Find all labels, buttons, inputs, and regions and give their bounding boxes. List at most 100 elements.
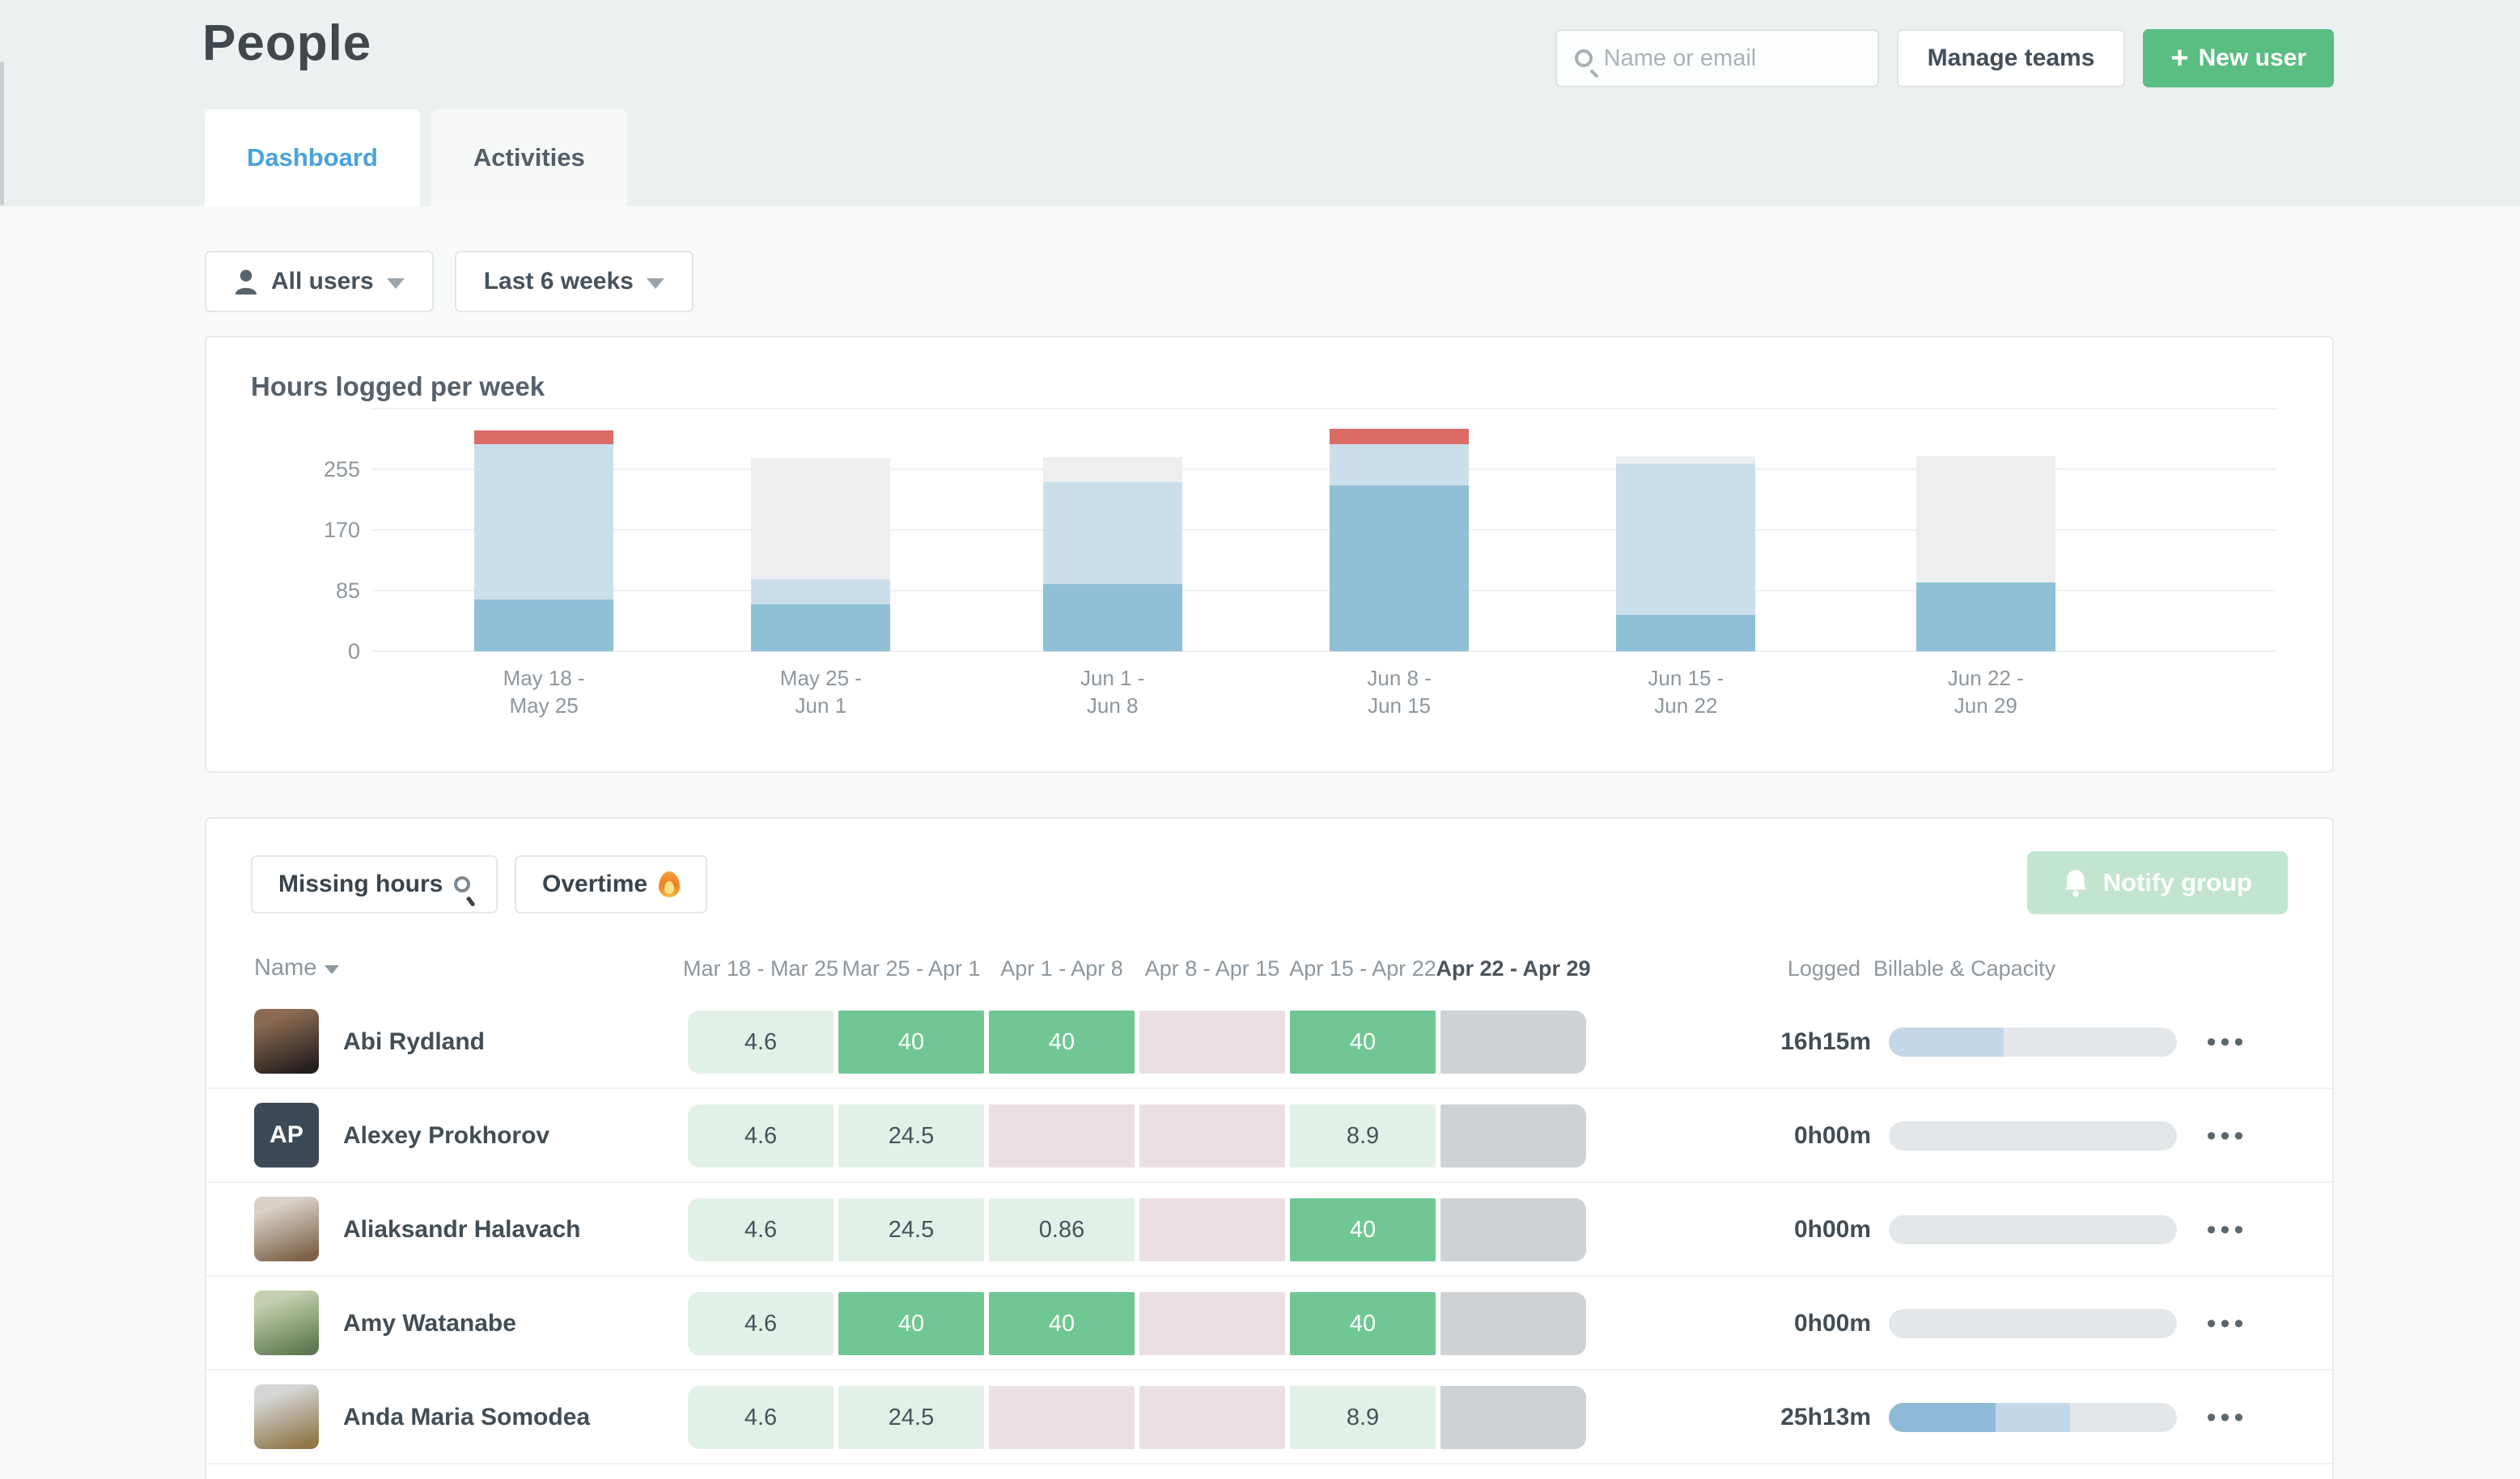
hours-cell[interactable]: 40 <box>838 1292 984 1355</box>
hours-cell[interactable]: 40 <box>989 1292 1135 1355</box>
tab-activities[interactable]: Activities <box>431 109 627 206</box>
chart-bar[interactable] <box>751 457 891 651</box>
column-header-week[interactable]: Apr 22 - Apr 29 <box>1436 956 1591 981</box>
hours-cell[interactable] <box>989 1386 1135 1449</box>
page-header: People Manage teams + New user Dashboard… <box>0 0 2520 206</box>
avatar[interactable] <box>254 1009 319 1074</box>
search-icon <box>1574 49 1593 67</box>
row-menu-button[interactable]: ••• <box>2206 1214 2248 1245</box>
column-header-week[interactable]: Apr 15 - Apr 22 <box>1289 956 1436 981</box>
billable-capacity-bar <box>1889 1215 2177 1244</box>
avatar[interactable] <box>254 1290 319 1355</box>
chart-bar[interactable] <box>474 430 614 651</box>
billable-capacity-bar <box>1889 1403 2177 1432</box>
chart-gridline <box>372 468 2276 470</box>
chart-bar[interactable] <box>1042 457 1182 651</box>
person-name[interactable]: Abi Rydland <box>343 1028 486 1055</box>
hours-cell[interactable]: 40 <box>1290 1292 1436 1355</box>
hours-cell[interactable]: 24.5 <box>838 1104 984 1168</box>
person-name[interactable]: Anda Maria Somodea <box>343 1404 591 1430</box>
new-user-button[interactable]: + New user <box>2143 29 2334 87</box>
missing-hours-button[interactable]: Missing hours <box>251 855 498 913</box>
table-row: Aliaksandr Halavach 4.6 24.5 0.86 40 0h00m ••• <box>206 1183 2332 1277</box>
header-actions: Manage teams + New user <box>1555 29 2334 87</box>
chart-bar-segment-hours-logged <box>1616 615 1756 651</box>
users-filter-label: All users <box>271 268 374 295</box>
hours-cell[interactable]: 4.6 <box>688 1386 834 1449</box>
notify-group-button[interactable]: Notify group <box>2026 851 2288 914</box>
notify-group-label: Notify group <box>2102 868 2252 896</box>
x-axis-label: May 18 - May 25 <box>503 666 585 718</box>
row-menu-button[interactable]: ••• <box>2206 1120 2248 1151</box>
chart-bar-segment-hours-logged <box>1330 485 1470 651</box>
column-header-week[interactable]: Apr 1 - Apr 8 <box>1000 956 1123 981</box>
row-menu-button[interactable]: ••• <box>2206 1026 2248 1057</box>
person-name[interactable]: Aliaksandr Halavach <box>343 1216 581 1243</box>
date-range-dropdown[interactable]: Last 6 weeks <box>454 251 694 312</box>
table-row: Anda Maria Somodea 4.6 24.5 8.9 25h13m ••• <box>206 1371 2332 1464</box>
x-axis-label: Jun 15 - Jun 22 <box>1648 666 1725 718</box>
avatar[interactable] <box>254 1384 319 1449</box>
chart-bar-segment-capacity-remaining <box>1042 457 1182 482</box>
scrollbar-fragment[interactable] <box>0 61 4 206</box>
avatar[interactable] <box>254 1197 319 1261</box>
chart-bar[interactable] <box>1915 456 2055 651</box>
manage-teams-button[interactable]: Manage teams <box>1896 29 2126 87</box>
hours-cell[interactable] <box>989 1104 1135 1168</box>
hours-cell[interactable] <box>1440 1198 1586 1261</box>
person-name[interactable]: Alexey Prokhorov <box>343 1122 550 1149</box>
chevron-down-icon <box>646 278 664 289</box>
search-box[interactable] <box>1555 29 1879 87</box>
row-menu-button[interactable]: ••• <box>2206 1401 2248 1433</box>
hours-cell[interactable] <box>1440 1011 1586 1074</box>
column-header-week[interactable]: Apr 8 - Apr 15 <box>1144 956 1280 981</box>
user-icon <box>235 269 257 295</box>
hours-cell[interactable] <box>1440 1292 1586 1355</box>
hours-cell[interactable]: 4.6 <box>688 1011 834 1074</box>
hours-cell[interactable] <box>1440 1104 1586 1168</box>
hours-cell[interactable]: 0.86 <box>989 1198 1135 1261</box>
chart-bar[interactable] <box>1616 456 1756 651</box>
hours-cell[interactable]: 24.5 <box>838 1198 984 1261</box>
tab-dashboard[interactable]: Dashboard <box>205 109 420 206</box>
search-input[interactable] <box>1603 44 1860 72</box>
chart-bar[interactable] <box>1330 428 1470 651</box>
hours-cell[interactable] <box>1139 1198 1285 1261</box>
hours-cell[interactable]: 4.6 <box>688 1104 834 1168</box>
y-axis-tick-label: 0 <box>347 639 360 663</box>
billable-capacity-bar <box>1889 1309 2177 1338</box>
hours-cell[interactable]: 4.6 <box>688 1198 834 1261</box>
person-name[interactable]: Amy Watanabe <box>343 1310 516 1337</box>
new-user-label: New user <box>2198 44 2306 71</box>
column-header-week[interactable]: Mar 18 - Mar 25 <box>682 956 839 981</box>
hours-cell[interactable]: 40 <box>1290 1011 1436 1074</box>
page-title: People <box>202 15 372 71</box>
hours-cell[interactable] <box>1440 1386 1586 1449</box>
hours-cell[interactable]: 24.5 <box>838 1386 984 1449</box>
x-axis-label: Jun 1 - Jun 8 <box>1080 666 1145 718</box>
column-header-week[interactable]: Mar 25 - Apr 1 <box>842 956 981 981</box>
avatar[interactable]: AP <box>254 1103 319 1168</box>
hours-cell[interactable]: 8.9 <box>1290 1386 1436 1449</box>
y-axis-tick-label: 255 <box>323 457 360 481</box>
hours-cell[interactable]: 40 <box>838 1011 984 1074</box>
hours-cell[interactable]: 4.6 <box>688 1292 834 1355</box>
hours-cell[interactable]: 40 <box>1290 1198 1436 1261</box>
overtime-button[interactable]: Overtime <box>515 855 708 913</box>
chart-bar-segment-overtime <box>474 430 614 445</box>
column-header-name[interactable]: Name <box>254 955 340 981</box>
logged-time: 0h00m <box>1793 1216 1871 1243</box>
row-menu-button[interactable]: ••• <box>2206 1307 2248 1339</box>
chart-bar-segment-hours-logged-light <box>1330 444 1470 486</box>
table-header-row: Name Logged Billable & Capacity Mar 18 -… <box>206 948 2332 992</box>
hours-cell[interactable]: 40 <box>989 1011 1135 1074</box>
chart-bar-segment-hours-logged-light <box>474 444 614 600</box>
hours-cell[interactable] <box>1139 1011 1285 1074</box>
hours-cell[interactable] <box>1139 1104 1285 1168</box>
hours-cell[interactable]: 8.9 <box>1290 1104 1436 1168</box>
plus-icon: + <box>2170 41 2189 75</box>
hours-cell[interactable] <box>1139 1386 1285 1449</box>
chart-bar-segment-hours-logged-light <box>1042 481 1182 585</box>
hours-cell[interactable] <box>1139 1292 1285 1355</box>
users-filter-dropdown[interactable]: All users <box>205 251 434 312</box>
